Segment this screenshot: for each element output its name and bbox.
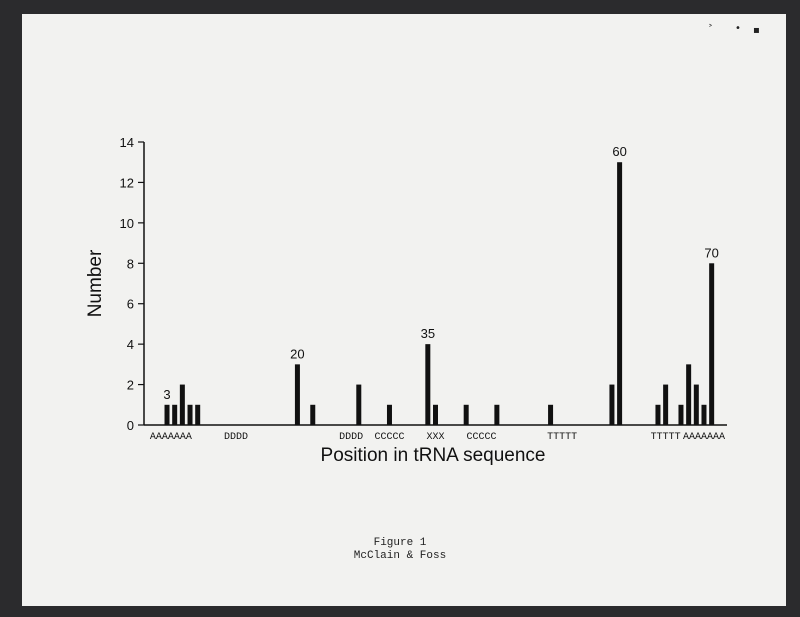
bar [655,404,661,425]
bar-position-label: 20 [290,346,304,361]
segment-label: DDDD [224,432,248,443]
bar [433,404,438,425]
bar [686,364,692,425]
bar [463,404,469,425]
segment-label: AAAAAAA [150,432,192,443]
y-tick-label: 0 [127,418,134,433]
y-tick-label: 14 [120,135,134,150]
y-tick-label: 10 [120,216,134,231]
bar [172,404,178,425]
figure-caption: Figure 1 [373,537,427,549]
bar-position-label: 35 [421,326,435,341]
bar [187,404,193,425]
bar [356,384,362,425]
y-tick-label: 12 [120,175,134,190]
bar [693,384,699,425]
bar [164,404,170,425]
segment-label: DDDD [339,432,363,443]
segment-label: CCCCC [467,432,497,443]
y-tick-label: 6 [127,297,134,312]
bar [195,404,201,425]
bar [310,404,316,425]
chart-bars [164,162,715,425]
bar [678,404,684,425]
x-axis-title: Position in tRNA sequence [321,445,546,466]
y-tick-label: 8 [127,256,134,271]
bar [663,384,669,425]
segment-label: XXX [426,432,444,443]
y-tick-label: 4 [127,337,134,352]
y-tick-label: 2 [127,378,134,393]
figure-authors: McClain & Foss [353,550,447,562]
bar [425,344,431,425]
bar-position-label: 3 [163,387,170,402]
segment-label: AAAAAAA [683,432,725,443]
bar [548,404,554,425]
bar [386,404,392,425]
y-axis-title: Number [85,249,106,317]
bar [179,384,185,425]
bar-position-label: 70 [704,245,718,260]
paper-sheet [22,14,786,606]
bar [617,162,623,425]
chart-labels: 3 20 35 60 70 AAAAAAA DDDD DDDD CCCCC XXX CCCCC TTT… [150,144,725,443]
segment-label: TTTTT [651,432,681,443]
bar-position-label: 60 [612,144,626,159]
bar [294,364,300,425]
bar [494,404,500,425]
segment-label: TTTTT [547,432,577,443]
bar [609,384,615,425]
bar [709,263,715,425]
bar [701,404,707,425]
segment-label: CCCCC [374,432,404,443]
